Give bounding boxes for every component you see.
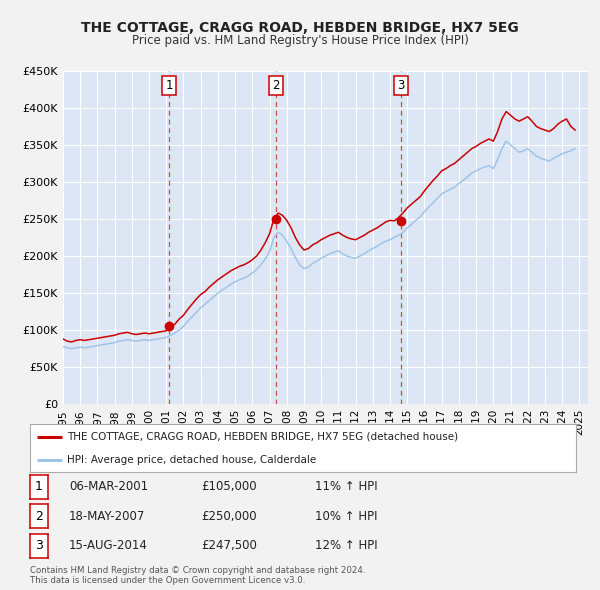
Text: HPI: Average price, detached house, Calderdale: HPI: Average price, detached house, Cald… (67, 455, 316, 465)
Text: 2: 2 (272, 79, 280, 92)
Text: 15-AUG-2014: 15-AUG-2014 (69, 539, 148, 552)
Text: THE COTTAGE, CRAGG ROAD, HEBDEN BRIDGE, HX7 5EG: THE COTTAGE, CRAGG ROAD, HEBDEN BRIDGE, … (81, 21, 519, 35)
Text: 11% ↑ HPI: 11% ↑ HPI (315, 480, 377, 493)
Text: £250,000: £250,000 (201, 510, 257, 523)
Text: 10% ↑ HPI: 10% ↑ HPI (315, 510, 377, 523)
Text: 3: 3 (35, 539, 43, 552)
Text: 06-MAR-2001: 06-MAR-2001 (69, 480, 148, 493)
Text: 2: 2 (35, 510, 43, 523)
Text: 1: 1 (35, 480, 43, 493)
Text: THE COTTAGE, CRAGG ROAD, HEBDEN BRIDGE, HX7 5EG (detached house): THE COTTAGE, CRAGG ROAD, HEBDEN BRIDGE, … (67, 432, 458, 442)
Text: £105,000: £105,000 (201, 480, 257, 493)
Text: 1: 1 (166, 79, 173, 92)
Text: 12% ↑ HPI: 12% ↑ HPI (315, 539, 377, 552)
Text: 18-MAY-2007: 18-MAY-2007 (69, 510, 145, 523)
Text: 3: 3 (397, 79, 404, 92)
Text: Contains HM Land Registry data © Crown copyright and database right 2024.
This d: Contains HM Land Registry data © Crown c… (30, 566, 365, 585)
Text: £247,500: £247,500 (201, 539, 257, 552)
Text: Price paid vs. HM Land Registry's House Price Index (HPI): Price paid vs. HM Land Registry's House … (131, 34, 469, 47)
